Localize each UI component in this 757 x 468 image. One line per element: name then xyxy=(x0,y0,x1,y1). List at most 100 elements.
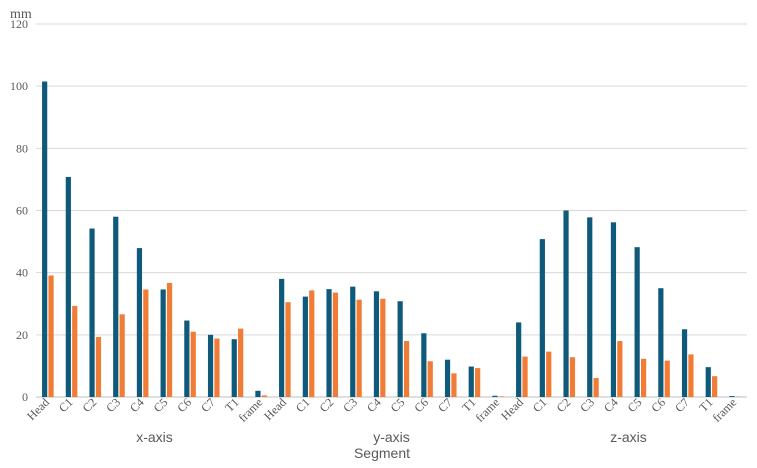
category-label: C4 xyxy=(127,395,147,415)
bar-series-2 xyxy=(451,373,457,397)
bar-series-2 xyxy=(119,314,125,397)
x-axis-title: Segment xyxy=(354,445,410,461)
bars xyxy=(42,81,741,398)
bar-series-2 xyxy=(356,299,362,397)
category-label: C4 xyxy=(364,395,384,415)
category-label: C7 xyxy=(672,395,692,415)
bar-series-1 xyxy=(516,322,522,397)
bar-series-2 xyxy=(95,337,102,397)
category-label: frame xyxy=(236,395,266,425)
bar-series-1 xyxy=(350,286,356,397)
y-tick-label: 80 xyxy=(16,141,28,155)
bar-series-1 xyxy=(421,333,427,397)
gridlines xyxy=(36,23,747,398)
category-label: C1 xyxy=(530,395,550,415)
group-label: y-axis xyxy=(373,429,410,445)
category-label: C1 xyxy=(293,395,313,415)
y-tick-label: 0 xyxy=(22,390,28,404)
bar-series-2 xyxy=(214,338,220,397)
group-labels: x-axis y-axis z-axis xyxy=(136,429,647,445)
bar-series-1 xyxy=(729,396,735,397)
bar-series-1 xyxy=(468,366,474,397)
bar-series-2 xyxy=(475,368,481,397)
bar-series-2 xyxy=(640,358,647,397)
bar-series-1 xyxy=(563,210,569,397)
bar-series-1 xyxy=(681,329,688,397)
bar-series-1 xyxy=(207,334,214,397)
bar-series-2 xyxy=(522,356,528,397)
bar-series-1 xyxy=(326,289,332,397)
bar-series-2 xyxy=(498,396,504,397)
bar-series-2 xyxy=(427,361,433,397)
category-label: C1 xyxy=(56,395,76,415)
bar-series-2 xyxy=(190,331,196,397)
bar-series-2 xyxy=(403,341,410,397)
y-tick-label: 60 xyxy=(16,204,28,218)
category-label: C6 xyxy=(411,395,431,415)
category-label: C5 xyxy=(388,395,408,415)
category-label: Head xyxy=(261,395,289,423)
y-tick-labels: 0 20 40 60 80 100 120 xyxy=(10,17,28,404)
bar-series-2 xyxy=(380,298,386,397)
category-label: C4 xyxy=(601,395,621,415)
bar-series-2 xyxy=(664,360,670,397)
category-label: C2 xyxy=(317,395,337,415)
y-tick-label: 120 xyxy=(10,17,28,31)
category-label: C5 xyxy=(625,395,645,415)
bar-series-1 xyxy=(42,81,48,398)
bar-series-2 xyxy=(712,376,718,397)
bar-series-1 xyxy=(231,339,237,397)
category-label: C2 xyxy=(554,395,574,415)
bar-series-1 xyxy=(65,176,71,397)
category-label: C7 xyxy=(198,395,218,415)
bar-series-1 xyxy=(492,395,498,397)
bar-series-1 xyxy=(610,222,617,397)
bar-series-2 xyxy=(332,292,339,397)
bar-series-2 xyxy=(569,357,576,397)
bar-series-2 xyxy=(285,302,291,397)
bar-series-2 xyxy=(143,289,149,397)
bar-series-1 xyxy=(255,390,261,397)
category-label: C6 xyxy=(174,395,194,415)
y-tick-label: 20 xyxy=(16,328,28,342)
bar-series-2 xyxy=(617,341,623,397)
category-label: Head xyxy=(24,395,52,423)
category-label: frame xyxy=(473,395,503,425)
category-label: C2 xyxy=(80,395,100,415)
bar-series-1 xyxy=(705,367,711,397)
category-label: C7 xyxy=(435,395,455,415)
category-label: frame xyxy=(710,395,740,425)
bar-series-1 xyxy=(539,239,545,397)
category-label: C3 xyxy=(103,395,123,415)
bar-series-2 xyxy=(546,351,552,397)
bar-series-2 xyxy=(166,282,173,397)
bar-series-1 xyxy=(444,359,451,397)
y-tick-label: 40 xyxy=(16,266,28,280)
bar-series-1 xyxy=(160,289,166,397)
bar-series-2 xyxy=(688,354,694,397)
bar-series-1 xyxy=(373,291,380,397)
y-tick-label: 100 xyxy=(10,79,28,93)
bar-series-1 xyxy=(587,217,593,397)
category-label: C3 xyxy=(340,395,360,415)
bar-series-1 xyxy=(658,288,664,397)
group-label: z-axis xyxy=(610,429,647,445)
group-label: x-axis xyxy=(136,429,173,445)
bar-series-1 xyxy=(634,247,640,397)
bar-series-1 xyxy=(279,278,285,397)
bar-series-2 xyxy=(593,378,599,397)
bar-series-1 xyxy=(302,296,308,397)
bar-series-1 xyxy=(136,248,143,397)
bar-series-2 xyxy=(261,395,267,397)
bar-series-2 xyxy=(238,328,244,397)
bar-series-1 xyxy=(89,228,95,397)
bar-series-1 xyxy=(113,216,119,397)
category-label: Head xyxy=(498,395,526,423)
category-label: C3 xyxy=(577,395,597,415)
category-label: C5 xyxy=(151,395,171,415)
bar-series-1 xyxy=(397,301,403,397)
category-label: C6 xyxy=(648,395,668,415)
y-unit-label: mm xyxy=(10,7,32,22)
